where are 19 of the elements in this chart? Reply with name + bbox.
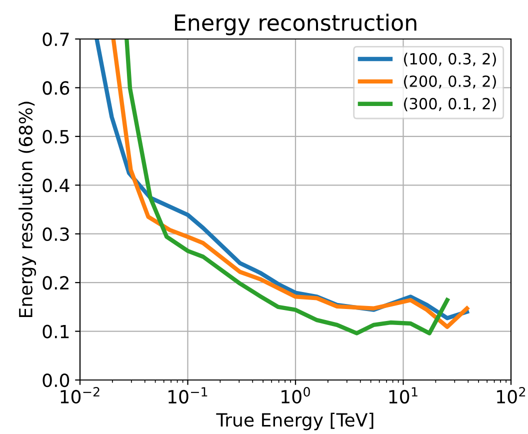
x-tick-label: 10$^{2}$ [497, 387, 526, 404]
y-tick-label: 0.6 [42, 81, 70, 95]
y-tick-label: 0.3 [42, 227, 69, 241]
legend-label: (100, 0.3, 2) [404, 52, 496, 66]
y-tick-label: 0.2 [42, 276, 68, 290]
legend-label: (300, 0.1, 2) [404, 98, 496, 112]
y-tick-label: 0.7 [42, 32, 69, 46]
y-tick-label: 0.4 [42, 178, 70, 192]
x-tick-label: 10$^{−1}$ [168, 387, 208, 404]
chart-title: Energy reconstruction [174, 14, 416, 36]
x-axis-title: True Energy [TeV] [216, 412, 374, 430]
x-tick-label: 10$^{−2}$ [60, 387, 100, 404]
x-tick-label: 10$^{0}$ [282, 387, 310, 404]
y-tick-label: 0.1 [42, 324, 69, 338]
legend-label: (200, 0.3, 2) [404, 75, 496, 89]
x-tick-label: 10$^{1}$ [389, 387, 418, 404]
y-tick-label: 0.0 [42, 373, 70, 388]
y-axis-title: Energy resolution (68%) [18, 102, 36, 317]
y-tick-label: 0.5 [42, 130, 69, 144]
